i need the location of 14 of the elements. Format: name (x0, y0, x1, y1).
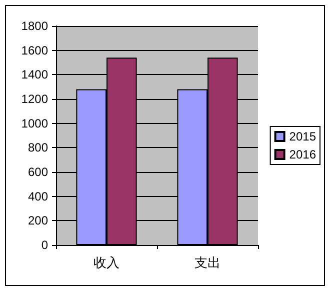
y-tick-label: 200 (28, 214, 48, 228)
y-tick-label: 400 (28, 189, 48, 204)
y-tick-label: 1000 (21, 116, 48, 130)
y-tick-label: 1400 (21, 68, 48, 82)
y-tick-label: 1200 (21, 92, 48, 106)
x-tick-label: 收入 (94, 256, 120, 271)
y-tick-label: 800 (28, 140, 48, 155)
x-tick-label: 支出 (194, 256, 220, 271)
y-tick-label: 1600 (21, 43, 48, 58)
y-tick-label: 0 (41, 238, 48, 252)
legend-label: 2015 (289, 130, 316, 144)
y-tick-label: 1800 (21, 19, 48, 33)
y-tick-label: 600 (28, 165, 48, 179)
legend-label: 2016 (289, 148, 316, 162)
